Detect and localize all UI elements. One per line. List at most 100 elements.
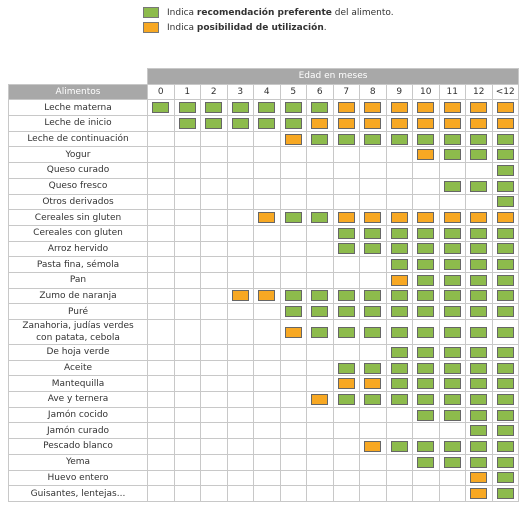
cell-mark	[311, 212, 329, 224]
table-cell	[173, 99, 201, 117]
table-cell	[465, 193, 493, 211]
table-cell	[359, 287, 387, 305]
cell-mark	[443, 133, 461, 145]
cell-mark	[364, 212, 382, 224]
table-cell	[173, 146, 201, 164]
table-cell	[491, 344, 520, 361]
table-cell	[279, 359, 307, 377]
table-cell	[279, 209, 307, 226]
table-cell	[147, 359, 175, 377]
table-cell	[491, 453, 520, 471]
table-cell	[465, 287, 493, 305]
table-cell	[359, 209, 387, 226]
cell-mark	[496, 149, 514, 161]
cell-mark	[470, 393, 488, 405]
table-cell	[226, 177, 254, 195]
table-cell	[385, 438, 413, 455]
cell-mark	[337, 378, 355, 390]
table-cell	[465, 344, 493, 361]
cell-mark	[417, 133, 435, 145]
table-cell	[465, 209, 493, 226]
row-label: Queso fresco	[8, 177, 148, 195]
table-cell	[385, 224, 413, 242]
table-cell	[306, 438, 334, 455]
cell-mark	[443, 306, 461, 318]
cell-mark	[390, 290, 408, 302]
table-cell	[438, 319, 466, 345]
table-cell	[279, 240, 307, 258]
column-header: 11	[438, 83, 466, 101]
table-cell	[412, 422, 440, 440]
row-label: Yema	[8, 453, 148, 471]
table-cell	[491, 130, 520, 148]
table-cell	[173, 319, 201, 345]
row-header: Alimentos	[8, 83, 148, 101]
table-cell	[253, 256, 281, 273]
table-cell	[491, 240, 520, 258]
table-cell	[200, 344, 228, 361]
column-header: <12	[491, 83, 520, 101]
table-row: Leche materna	[8, 99, 520, 117]
column-header: 0	[147, 83, 175, 101]
table-cell	[385, 177, 413, 195]
cell-mark	[470, 440, 488, 452]
table-cell	[147, 287, 175, 305]
table-cell	[412, 177, 440, 195]
table-cell	[147, 391, 175, 408]
table-cell	[332, 391, 360, 408]
table-row: Otros derivados	[8, 193, 520, 211]
table-cell	[200, 115, 228, 132]
cell-mark	[417, 243, 435, 255]
table-cell	[438, 422, 466, 440]
table-cell	[253, 177, 281, 195]
cell-mark	[496, 326, 514, 338]
cell-mark	[417, 362, 435, 374]
table-cell	[465, 303, 493, 320]
table-row: Queso fresco	[8, 177, 520, 195]
table-cell	[200, 224, 228, 242]
cell-mark	[443, 227, 461, 239]
table: Edad en meses Alimentos 0 1 2 3 4 5 6 7 8 9 10 11 12 <1…	[8, 68, 520, 502]
cell-mark	[470, 378, 488, 390]
table-cell	[253, 240, 281, 258]
table-cell	[465, 375, 493, 393]
table-cell	[173, 240, 201, 258]
table-cell	[412, 359, 440, 377]
cell-mark	[390, 393, 408, 405]
table-cell	[226, 130, 254, 148]
table-cell	[306, 193, 334, 211]
table-cell	[279, 469, 307, 487]
table-cell	[491, 271, 520, 289]
table-row: Ave y ternera	[8, 391, 520, 408]
table-row: Yema	[8, 453, 520, 471]
table-cell	[173, 359, 201, 377]
table-cell	[173, 303, 201, 320]
table-row: Jamón cocido	[8, 406, 520, 424]
cell-mark	[364, 378, 382, 390]
row-label: Leche de inicio	[8, 115, 148, 132]
cell-mark	[443, 362, 461, 374]
column-header: 12	[465, 83, 493, 101]
table-cell	[359, 344, 387, 361]
table-cell	[200, 99, 228, 117]
row-label: Leche materna	[8, 99, 148, 117]
cell-mark	[496, 117, 514, 129]
table-cell	[332, 209, 360, 226]
table-cell	[359, 162, 387, 179]
table-cell	[200, 256, 228, 273]
table-cell	[385, 344, 413, 361]
table-cell	[385, 422, 413, 440]
cell-mark	[443, 102, 461, 114]
cell-mark	[496, 378, 514, 390]
row-label: Pan	[8, 271, 148, 289]
table-cell	[332, 406, 360, 424]
row-label: Mantequilla	[8, 375, 148, 393]
table-cell	[200, 130, 228, 148]
table-cell	[306, 422, 334, 440]
table-cell	[412, 240, 440, 258]
table-cell	[306, 287, 334, 305]
table-cell	[465, 99, 493, 117]
row-label: Leche de continuación	[8, 130, 148, 148]
cell-mark	[470, 456, 488, 468]
row-label: Jamón cocido	[8, 406, 148, 424]
